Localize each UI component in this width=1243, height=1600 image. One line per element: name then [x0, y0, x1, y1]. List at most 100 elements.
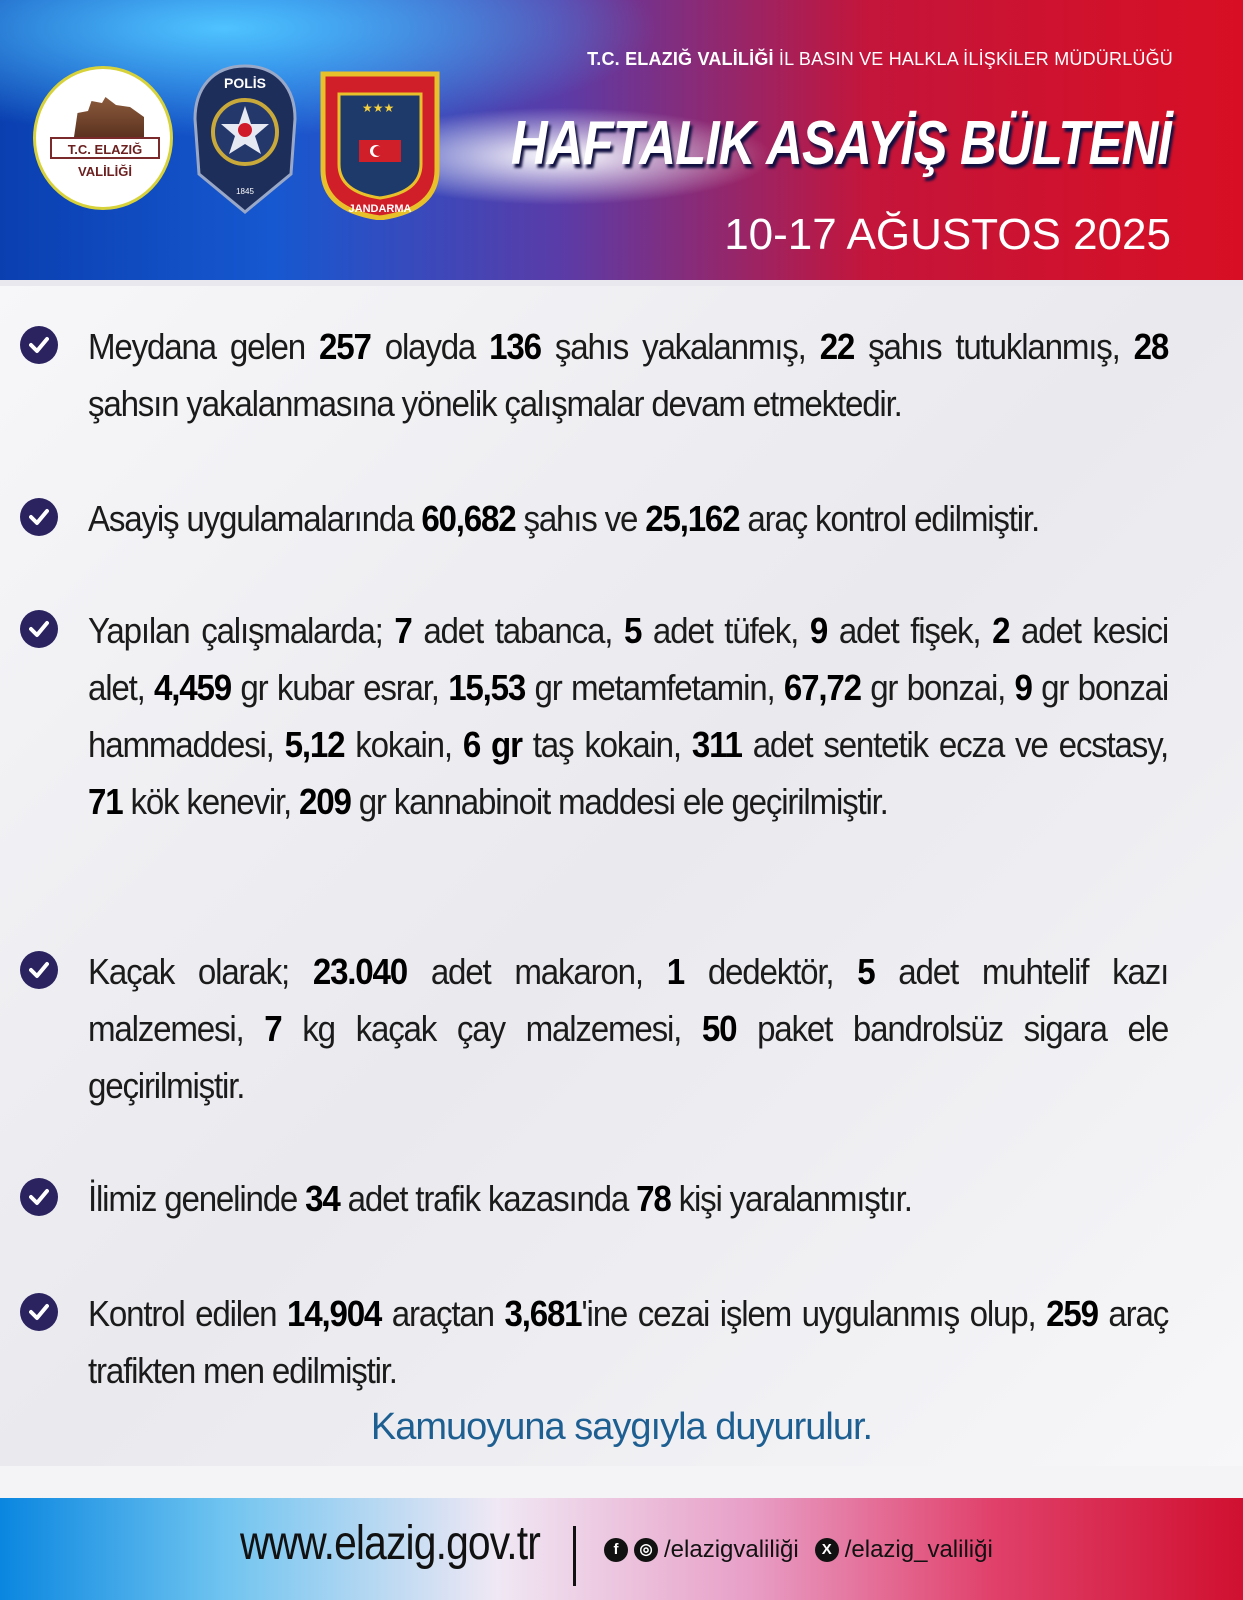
bulletin-item: Kaçak olarak; 23.040 adet makaron, 1 ded…	[20, 943, 1190, 1114]
text-segment: adet trafik kazasında	[339, 1178, 637, 1219]
text-segment: adet tabanca,	[411, 610, 624, 651]
highlighted-number: 136	[489, 326, 542, 367]
text-segment: gr kannabinoit maddesi ele geçirilmiştir…	[350, 781, 889, 822]
bulletin-title: HAFTALIK ASAYİŞ BÜLTENİ	[511, 109, 1172, 178]
castle-icon	[74, 97, 144, 137]
svg-text:★★★: ★★★	[362, 101, 394, 115]
footer-separator	[573, 1526, 576, 1586]
text-segment: paket bandrolsüz sigara ele geçirilmişti…	[88, 1008, 1169, 1106]
text-segment: Kontrol edilen	[88, 1293, 288, 1334]
text-segment: Yapılan çalışmalarda;	[88, 610, 395, 651]
instagram-icon[interactable]: ◎	[634, 1538, 658, 1562]
bulletin-date: 10-17 AĞUSTOS 2025	[724, 210, 1171, 259]
text-segment: Kaçak olarak;	[88, 951, 313, 992]
highlighted-number: 25,162	[645, 498, 740, 539]
text-segment: Asayiş uygulamalarında	[88, 498, 422, 539]
text-segment: adet kesici alet,	[88, 610, 1169, 708]
text-segment: gr kubar esrar,	[230, 667, 449, 708]
highlighted-number: 6 gr	[462, 724, 523, 765]
highlighted-number: 23.040	[312, 951, 408, 992]
check-icon	[20, 1293, 58, 1331]
highlighted-number: 9	[1014, 667, 1033, 708]
text-segment: gr bonzai,	[860, 667, 1015, 708]
text-segment: Meydana gelen	[88, 326, 320, 367]
header-divider	[0, 280, 1243, 286]
website-link[interactable]: www.elazig.gov.tr	[240, 1517, 541, 1570]
highlighted-number: 67,72	[783, 667, 862, 708]
text-segment: adet tüfek,	[641, 610, 810, 651]
text-segment: olayda	[370, 326, 490, 367]
bulletin-item: Kontrol edilen 14,904 araçtan 3,681'ine …	[20, 1285, 1190, 1399]
valilik-logo-text: T.C. ELAZIĞ VALİLİĞİ	[50, 137, 160, 179]
org-name-rest: İL BASIN VE HALKLA İLİŞKİLER MÜDÜRLÜĞÜ	[773, 49, 1173, 69]
text-segment: kişi yaralanmıştır.	[670, 1178, 913, 1219]
text-segment: adet sentetik ecza ve ecstasy,	[741, 724, 1170, 765]
svg-text:1845: 1845	[236, 187, 254, 196]
text-segment: dedektör,	[683, 951, 858, 992]
text-segment: adet makaron,	[406, 951, 667, 992]
highlighted-number: 14,904	[287, 1293, 382, 1334]
check-icon	[20, 326, 58, 364]
highlighted-number: 5,12	[284, 724, 346, 765]
text-segment: adet fişek,	[827, 610, 993, 651]
footer: www.elazig.gov.tr f ◎ /elazigvaliliği X …	[0, 1498, 1243, 1600]
x-handle[interactable]: /elazig_valiliği	[844, 1536, 993, 1563]
check-icon	[20, 1178, 58, 1216]
highlighted-number: 259	[1046, 1293, 1099, 1334]
text-segment: kök kenevir,	[122, 781, 300, 822]
text-segment: şahıs yakalanmış,	[540, 326, 820, 367]
text-segment: araçtan	[381, 1293, 505, 1334]
highlighted-number: 50	[701, 1008, 738, 1049]
highlighted-number: 34	[305, 1178, 341, 1219]
highlighted-number: 257	[319, 326, 372, 367]
bulletin-item-text: İlimiz genelinde 34 adet trafik kazasınd…	[88, 1170, 1168, 1227]
highlighted-number: 3,681	[504, 1293, 583, 1334]
facebook-instagram-handle[interactable]: /elazigvaliliği	[664, 1536, 799, 1563]
highlighted-number: 78	[636, 1178, 672, 1219]
highlighted-number: 311	[691, 724, 743, 765]
facebook-icon[interactable]: f	[604, 1538, 628, 1562]
highlighted-number: 28	[1133, 326, 1170, 367]
bulletin-item: İlimiz genelinde 34 adet trafik kazasınd…	[20, 1170, 1190, 1227]
text-segment: şahıs tutuklanmış,	[854, 326, 1134, 367]
bulletin-item: Yapılan çalışmalarda; 7 adet tabanca, 5 …	[20, 602, 1190, 830]
bulletin-item-text: Yapılan çalışmalarda; 7 adet tabanca, 5 …	[88, 602, 1170, 830]
header-banner: T.C. ELAZIĞ VALİLİĞİ POLİS 1845 ★★★ JAND…	[0, 0, 1243, 284]
text-segment: taş kokain,	[521, 724, 692, 765]
closing-statement: Kamuoyuna saygıyla duyurulur.	[370, 1406, 873, 1448]
text-segment: şahsın yakalanmasına yönelik çalışmalar …	[88, 383, 903, 424]
text-segment: araç trafikten men edilmiştir.	[88, 1293, 1169, 1391]
text-segment: şahıs ve	[515, 498, 646, 539]
highlighted-number: 9	[809, 610, 828, 651]
bulletin-item-text: Kaçak olarak; 23.040 adet makaron, 1 ded…	[88, 943, 1169, 1114]
highlighted-number: 7	[394, 610, 412, 651]
jandarma-emblem-icon: ★★★ JANDARMA	[320, 71, 440, 220]
text-segment: İlimiz genelinde	[88, 1178, 306, 1219]
x-twitter-icon[interactable]: X	[814, 1538, 839, 1562]
bulletin-item-text: Asayiş uygulamalarında 60,682 şahıs ve 2…	[88, 490, 1168, 547]
svg-text:JANDARMA: JANDARMA	[349, 203, 412, 215]
check-icon	[20, 951, 58, 989]
highlighted-number: 7	[264, 1008, 282, 1049]
organization-name: T.C. ELAZIĞ VALİLİĞİ İL BASIN VE HALKLA …	[587, 49, 1173, 70]
text-segment: kokain,	[344, 724, 463, 765]
bulletin-content	[0, 286, 1243, 1466]
highlighted-number: 2	[992, 610, 1010, 651]
highlighted-number: 22	[819, 326, 856, 367]
social-links: f ◎ /elazigvaliliği X /elazig_valiliği	[604, 1536, 993, 1564]
highlighted-number: 4,459	[154, 667, 232, 708]
text-segment: gr metamfetamin,	[525, 667, 784, 708]
bulletin-item-text: Kontrol edilen 14,904 araçtan 3,681'ine …	[88, 1285, 1169, 1399]
bulletin-item: Meydana gelen 257 olayda 136 şahıs yakal…	[20, 318, 1190, 432]
highlighted-number: 15,53	[448, 667, 526, 708]
text-segment: gr bonzai hammaddesi,	[88, 667, 1169, 765]
highlighted-number: 5	[857, 951, 875, 992]
highlighted-number: 71	[88, 781, 124, 822]
org-name-bold: T.C. ELAZIĞ VALİLİĞİ	[587, 49, 774, 69]
bulletin-item: Asayiş uygulamalarında 60,682 şahıs ve 2…	[20, 490, 1190, 547]
text-segment: kg kaçak çay malzemesi,	[281, 1008, 702, 1049]
bulletin-item-text: Meydana gelen 257 olayda 136 şahıs yakal…	[88, 318, 1170, 432]
elazig-valiligi-logo: T.C. ELAZIĞ VALİLİĞİ	[33, 66, 173, 210]
check-icon	[20, 498, 58, 536]
svg-text:POLİS: POLİS	[224, 75, 266, 91]
